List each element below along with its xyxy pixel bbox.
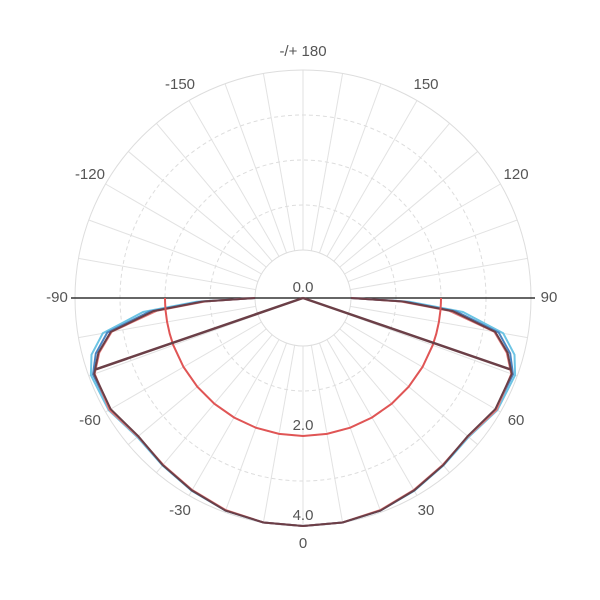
theta-tick-label: -30 (169, 502, 191, 519)
theta-tick-label: 60 (508, 412, 525, 429)
spoke (318, 83, 382, 254)
beam-angle-line (302, 296, 511, 371)
theta-tick-label: 90 (541, 289, 558, 306)
r-tick-label: 0.0 (293, 279, 314, 296)
series-line (164, 297, 442, 438)
r-tick-label: 2.0 (293, 417, 314, 434)
theta-tick-label: -90 (46, 289, 68, 306)
spoke (347, 219, 518, 283)
spoke (128, 151, 267, 268)
spoke (333, 123, 450, 262)
theta-tick-label: 150 (413, 76, 438, 93)
beam-angle-line (95, 296, 304, 371)
spoke (88, 219, 259, 283)
theta-tick-label: -60 (79, 412, 101, 429)
theta-tick-label: 120 (504, 166, 529, 183)
theta-tick-label: 0 (299, 535, 307, 552)
spoke (224, 83, 288, 254)
theta-tick-label: -/+ 180 (279, 43, 326, 60)
theta-tick-label: -120 (75, 166, 105, 183)
r-tick-label: 4.0 (293, 507, 314, 524)
theta-tick-label: -150 (165, 76, 195, 93)
series-line (93, 297, 513, 528)
theta-tick-label: 30 (418, 502, 435, 519)
